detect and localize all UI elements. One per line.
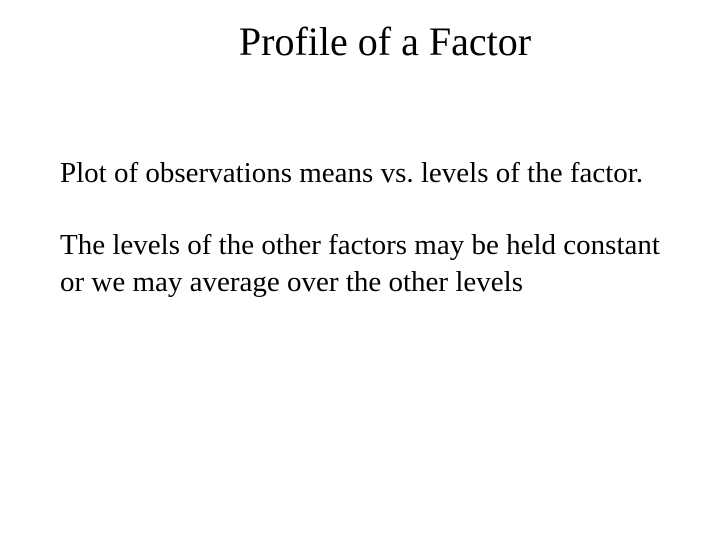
slide-container: Profile of a Factor Plot of observations…: [0, 0, 720, 540]
slide-title: Profile of a Factor: [60, 18, 660, 65]
paragraph-2: The levels of the other factors may be h…: [60, 227, 660, 300]
paragraph-1: Plot of observations means vs. levels of…: [60, 155, 660, 191]
